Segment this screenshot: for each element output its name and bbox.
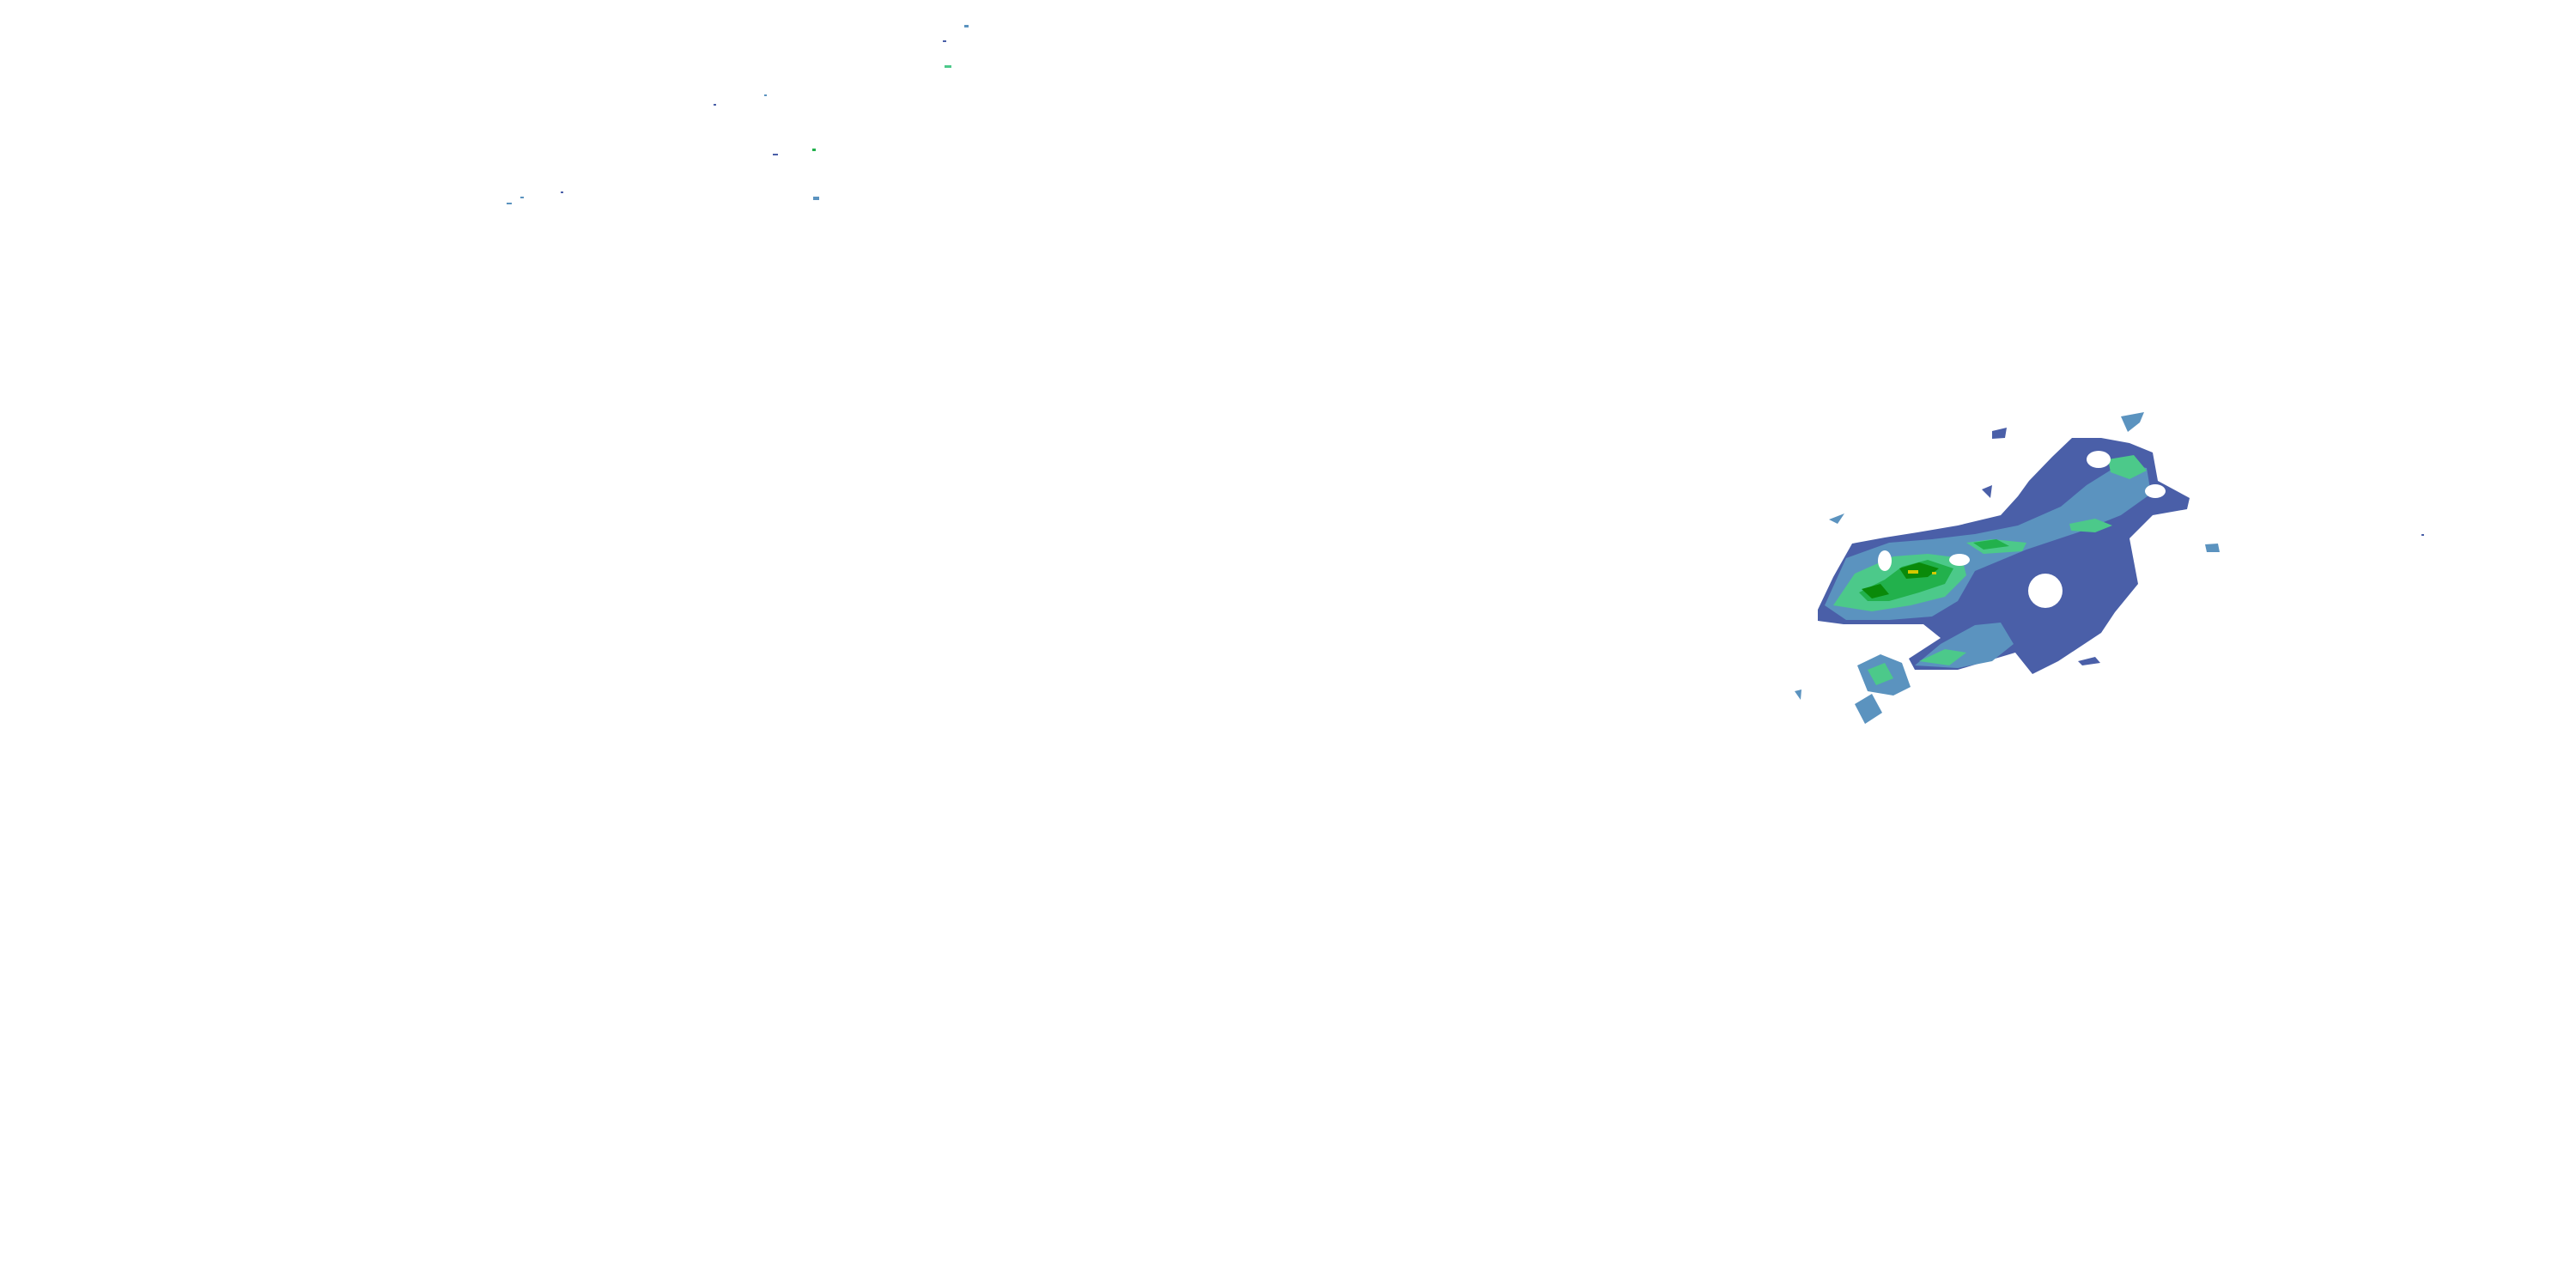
echo-speck [2421,534,2424,536]
precip-area-heavy [1973,539,2009,550]
precip-cell [1855,694,1882,724]
echo-speck [773,154,778,155]
radar-cone-of-silence [2028,574,2063,608]
echo-speck [813,197,819,200]
precip-cell-intense [1932,572,1936,574]
echo-speck [943,40,946,42]
precip-cell [1868,663,1893,685]
echo-speck [507,203,512,204]
echo-speck [520,197,524,198]
echo-speck [964,25,969,27]
echo-speck [764,94,767,96]
clear-gap [2145,484,2166,498]
clear-gap [1949,554,1970,566]
precip-cell [1795,690,1801,700]
precip-cell [1992,428,2007,439]
scattered-echoes [507,25,2424,536]
echo-speck [945,65,951,68]
echo-speck [561,191,563,193]
echo-speck [812,149,816,151]
echo-speck [714,104,716,106]
precip-cell [1982,485,1992,498]
precip-area-very-heavy [1862,584,1889,598]
precip-area-moderate [1919,649,1966,665]
precip-cell [2205,544,2220,552]
precip-area-very-heavy [1899,562,1939,579]
precip-area-moderate [2069,519,2112,532]
precip-cell-intense [1908,570,1918,574]
clear-gap [2087,451,2111,468]
precip-area-moderate [2108,455,2147,479]
clear-gap [1878,550,1892,571]
precip-cell [2121,412,2144,432]
precip-cell [1829,513,1844,524]
precip-cell [2078,657,2100,665]
